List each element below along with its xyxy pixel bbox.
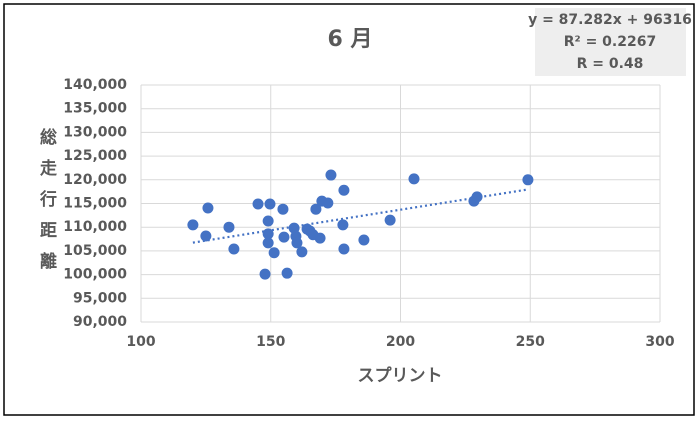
point bbox=[262, 215, 274, 227]
x-axis-label: スプリント bbox=[358, 365, 443, 386]
x-tick-label: 100 bbox=[126, 334, 155, 350]
equation-box bbox=[535, 8, 686, 76]
point bbox=[264, 198, 276, 210]
y-tick-label: 105,000 bbox=[63, 243, 127, 259]
point bbox=[223, 221, 235, 233]
x-tick-label: 250 bbox=[516, 334, 545, 350]
y-tick-label: 140,000 bbox=[63, 77, 127, 93]
point bbox=[358, 234, 370, 246]
y-tick-label: 130,000 bbox=[63, 124, 127, 140]
point bbox=[262, 237, 274, 249]
point bbox=[522, 174, 534, 186]
y-tick-label: 135,000 bbox=[63, 101, 127, 117]
point bbox=[471, 191, 483, 203]
point bbox=[200, 230, 212, 242]
point bbox=[259, 268, 271, 280]
point bbox=[268, 247, 280, 259]
point bbox=[337, 219, 349, 231]
point bbox=[202, 202, 214, 214]
y-tick-label: 110,000 bbox=[63, 219, 127, 235]
point bbox=[325, 169, 337, 181]
point bbox=[338, 184, 350, 196]
x-tick-label: 300 bbox=[645, 334, 674, 350]
x-tick-label: 200 bbox=[386, 334, 415, 350]
point bbox=[296, 246, 308, 258]
y-tick-label: 100,000 bbox=[63, 267, 127, 283]
point bbox=[278, 231, 290, 243]
point bbox=[187, 219, 199, 231]
chart-title: 6 月 bbox=[328, 27, 373, 52]
y-tick-label: 125,000 bbox=[63, 148, 127, 164]
trendline bbox=[192, 188, 529, 244]
point bbox=[291, 237, 303, 249]
point bbox=[338, 243, 350, 255]
point bbox=[408, 173, 420, 185]
equation-text: R = 0.48 bbox=[577, 56, 644, 72]
point bbox=[322, 197, 334, 209]
point bbox=[277, 203, 289, 215]
equation-text: y = 87.282x + 96316 bbox=[528, 12, 692, 28]
y-tick-label: 95,000 bbox=[73, 290, 127, 306]
point bbox=[228, 243, 240, 255]
y-axis-label: 総走行距離 bbox=[36, 128, 56, 283]
point bbox=[384, 214, 396, 226]
equation-text: R² = 0.2267 bbox=[564, 34, 656, 50]
point bbox=[262, 228, 274, 240]
x-tick-label: 150 bbox=[256, 334, 285, 350]
y-tick-label: 115,000 bbox=[63, 196, 127, 212]
point bbox=[281, 267, 293, 279]
point bbox=[310, 203, 322, 215]
point bbox=[314, 232, 326, 244]
point bbox=[252, 198, 264, 210]
y-tick-label: 120,000 bbox=[63, 172, 127, 188]
y-tick-label: 90,000 bbox=[73, 314, 127, 330]
